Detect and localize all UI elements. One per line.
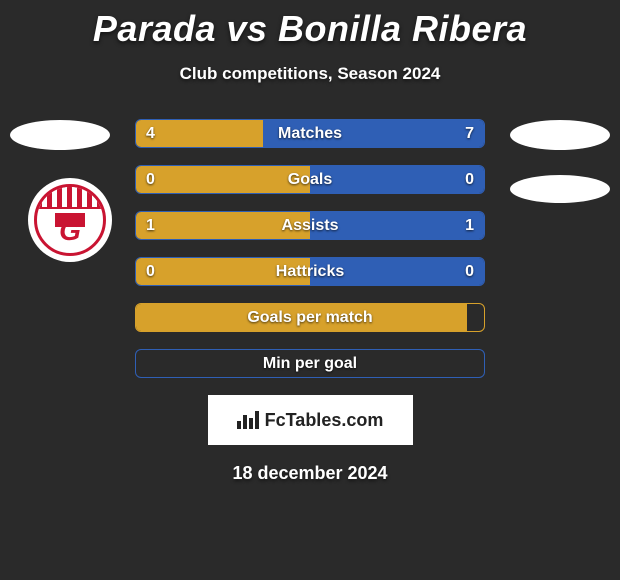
stat-bar-right-value: 7 bbox=[465, 125, 474, 143]
stat-bar-left-fill bbox=[136, 166, 310, 193]
stat-bar-label: Min per goal bbox=[263, 355, 357, 373]
stat-bar-right-value: 0 bbox=[465, 263, 474, 281]
stat-bar-left-fill bbox=[136, 120, 263, 147]
stat-bar-right-value: 0 bbox=[465, 171, 474, 189]
stat-bar: Matches 4 7 bbox=[135, 119, 485, 148]
stat-bar-label: Goals bbox=[288, 171, 332, 189]
crest-letter: G bbox=[59, 215, 81, 247]
logo-text: FcTables.com bbox=[265, 410, 384, 431]
fctables-logo: FcTables.com bbox=[208, 395, 413, 445]
stat-bar-right-fill bbox=[310, 166, 484, 193]
stat-bar: Hattricks 0 0 bbox=[135, 257, 485, 286]
stat-bar-label: Matches bbox=[278, 125, 342, 143]
page-title: Parada vs Bonilla Ribera bbox=[0, 8, 620, 50]
stat-bar-left-value: 4 bbox=[146, 125, 155, 143]
page-subtitle: Club competitions, Season 2024 bbox=[0, 64, 620, 84]
stat-bar-left-value: 0 bbox=[146, 171, 155, 189]
stat-bar: Min per goal bbox=[135, 349, 485, 378]
bar-chart-icon bbox=[237, 411, 259, 429]
stat-bar-left-value: 0 bbox=[146, 263, 155, 281]
player-right-badge-placeholder-1 bbox=[510, 120, 610, 150]
stat-bar: Assists 1 1 bbox=[135, 211, 485, 240]
stat-bar-label: Hattricks bbox=[276, 263, 344, 281]
stat-bar-right-value: 1 bbox=[465, 217, 474, 235]
snapshot-date: 18 december 2024 bbox=[0, 463, 620, 484]
stats-bar-list: Matches47Goals00Assists11Hattricks00Goal… bbox=[135, 119, 485, 378]
player-right-badge-placeholder-2 bbox=[510, 175, 610, 203]
stat-bar: Goals 0 0 bbox=[135, 165, 485, 194]
stat-bar-label: Assists bbox=[282, 217, 339, 235]
player-left-badge-placeholder bbox=[10, 120, 110, 150]
stat-bar: Goals per match bbox=[135, 303, 485, 332]
player-left-crest: G bbox=[28, 178, 112, 262]
stat-bar-left-value: 1 bbox=[146, 217, 155, 235]
stat-bar-label: Goals per match bbox=[247, 309, 372, 327]
crest-stripes-icon bbox=[37, 187, 103, 209]
